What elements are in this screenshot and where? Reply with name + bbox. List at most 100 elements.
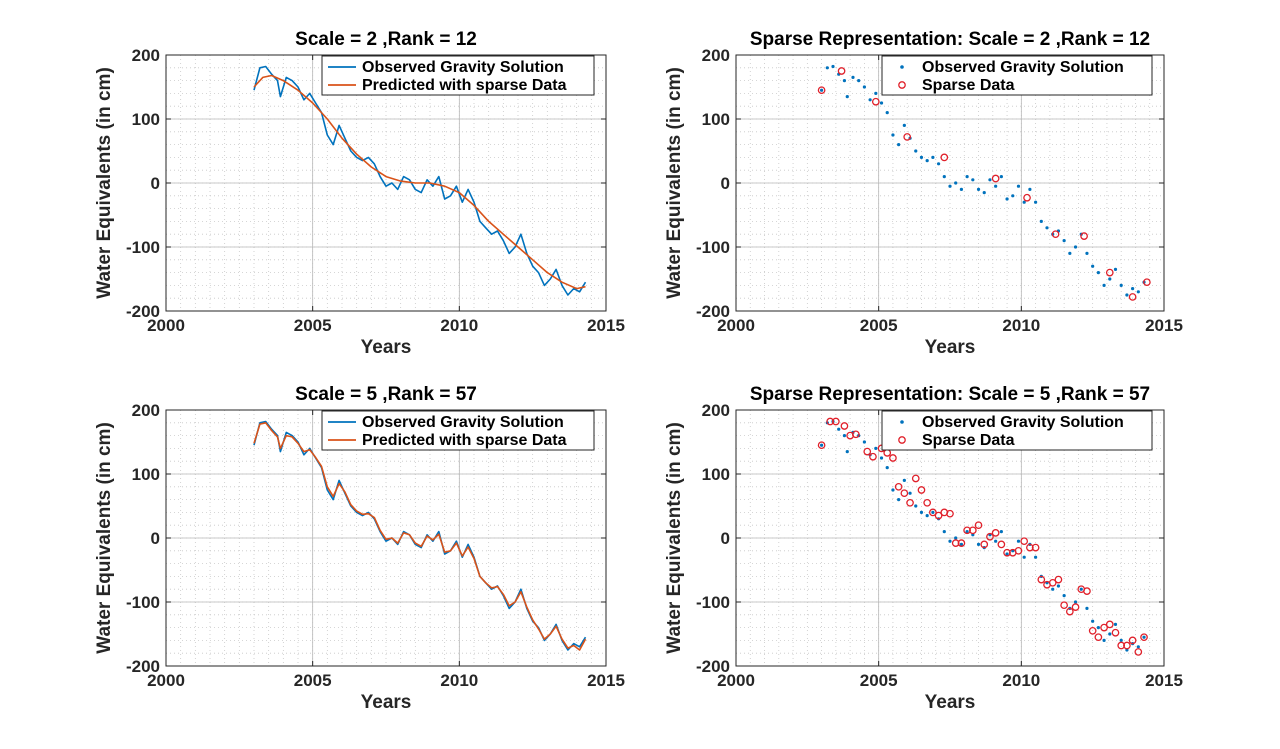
sparse-point bbox=[851, 430, 860, 439]
observed-point bbox=[1045, 226, 1049, 230]
legend-entry-label: Sparse Data bbox=[922, 432, 1015, 449]
observed-point bbox=[1085, 251, 1089, 255]
observed-point bbox=[868, 98, 872, 102]
observed-point bbox=[948, 184, 952, 188]
observed-point bbox=[925, 514, 929, 518]
sparse-point bbox=[817, 441, 826, 450]
observed-point bbox=[1096, 271, 1100, 275]
y-axis-label: Water Equivalents (in cm) bbox=[94, 67, 115, 299]
observed-point bbox=[954, 181, 958, 185]
legend-entry-label: Sparse Data bbox=[922, 77, 1015, 94]
legend-circle-swatch bbox=[898, 436, 906, 444]
sparse-point bbox=[968, 526, 977, 535]
sparse-point bbox=[869, 452, 877, 461]
sparse-point bbox=[1003, 548, 1011, 557]
series-2 bbox=[253, 74, 586, 290]
sparse-point bbox=[1117, 641, 1126, 650]
y-tick-label: -200 bbox=[696, 302, 730, 321]
observed-point bbox=[1039, 219, 1043, 223]
observed-point bbox=[914, 504, 918, 508]
legend-box bbox=[321, 55, 595, 96]
x-tick-label: 2000 bbox=[717, 671, 755, 690]
sparse-point bbox=[900, 489, 909, 498]
observed-point bbox=[891, 133, 895, 137]
chart-title: Sparse Representation: Scale = 2 ,Rank =… bbox=[750, 29, 1150, 50]
x-axis-label: Years bbox=[361, 337, 412, 358]
observed-point bbox=[1034, 555, 1038, 559]
x-tick-label: 2005 bbox=[860, 671, 898, 690]
sparse-point bbox=[1111, 628, 1120, 637]
observed-point bbox=[1005, 552, 1009, 556]
sparse-point bbox=[980, 540, 989, 549]
observed-point bbox=[862, 85, 867, 89]
legend-box bbox=[321, 410, 595, 451]
predicted-series-line bbox=[253, 421, 587, 651]
observed-point bbox=[845, 450, 849, 454]
y-tick-label: 200 bbox=[702, 401, 730, 420]
legend-dot-swatch bbox=[900, 65, 904, 69]
legend-entry-label: Observed Gravity Solution bbox=[922, 59, 1124, 76]
observed-point bbox=[954, 536, 958, 540]
observed-point bbox=[1108, 277, 1112, 281]
observed-point bbox=[994, 539, 998, 543]
observed-point bbox=[874, 91, 878, 95]
observed-point bbox=[885, 111, 889, 115]
y-tick-label: -100 bbox=[126, 593, 160, 612]
sparse-point bbox=[923, 498, 932, 507]
sparse-point bbox=[1026, 543, 1034, 552]
observed-point bbox=[897, 498, 901, 502]
sparse-point bbox=[1128, 293, 1137, 301]
sparse-point bbox=[940, 153, 949, 162]
sparse-point bbox=[1080, 232, 1088, 240]
observed-point bbox=[1022, 200, 1026, 204]
observed-point bbox=[825, 66, 829, 70]
x-tick-label: 2015 bbox=[587, 671, 625, 690]
x-axis-label: Years bbox=[925, 692, 976, 713]
y-tick-label: -100 bbox=[696, 593, 730, 612]
x-tick-label: 2015 bbox=[587, 316, 625, 335]
predicted-series-line bbox=[253, 74, 586, 290]
legend-entry-label: Predicted with sparse Data bbox=[362, 432, 567, 449]
sparse-point bbox=[1134, 648, 1143, 656]
y-axis-label: Water Equivalents (in cm) bbox=[664, 422, 685, 654]
sparse-point bbox=[1037, 575, 1046, 584]
observed-point bbox=[1062, 594, 1066, 598]
observed-point bbox=[1011, 194, 1015, 198]
sparse-point bbox=[1083, 587, 1091, 595]
observed-point bbox=[914, 149, 918, 153]
sparse-point bbox=[894, 482, 903, 491]
sparse-point bbox=[957, 539, 966, 547]
y-tick-label: -100 bbox=[696, 238, 730, 257]
y-tick-label: 200 bbox=[702, 46, 730, 65]
observed-point bbox=[1005, 197, 1009, 201]
observed-point bbox=[994, 184, 998, 188]
y-tick-label: 100 bbox=[132, 465, 160, 484]
observed-point bbox=[1096, 626, 1100, 630]
observed-point bbox=[879, 101, 884, 105]
observed-point bbox=[1073, 600, 1078, 604]
series-2 bbox=[253, 421, 587, 651]
sparse-point bbox=[997, 540, 1006, 549]
observed-point bbox=[965, 530, 969, 534]
observed-point bbox=[842, 79, 847, 83]
x-tick-label: 2005 bbox=[294, 316, 332, 335]
y-tick-label: -100 bbox=[126, 238, 160, 257]
sparse-point bbox=[986, 532, 994, 541]
sparse-point bbox=[1060, 601, 1068, 610]
sparse-point bbox=[974, 521, 983, 530]
observed-point bbox=[1113, 267, 1118, 271]
observed-point bbox=[1108, 632, 1112, 636]
observed-point bbox=[976, 187, 981, 191]
y-axis-label: Water Equivalents (in cm) bbox=[94, 422, 115, 654]
sparse-point bbox=[1140, 633, 1148, 642]
observed-point bbox=[925, 159, 929, 163]
sparse-point bbox=[817, 86, 826, 95]
y-tick-label: 100 bbox=[132, 110, 160, 129]
y-axis-label: Water Equivalents (in cm) bbox=[664, 67, 685, 299]
observed-point bbox=[891, 488, 895, 492]
observed-point bbox=[936, 162, 941, 166]
observed-point bbox=[879, 456, 884, 460]
sparse-point bbox=[1048, 578, 1057, 587]
observed-point bbox=[831, 64, 835, 69]
